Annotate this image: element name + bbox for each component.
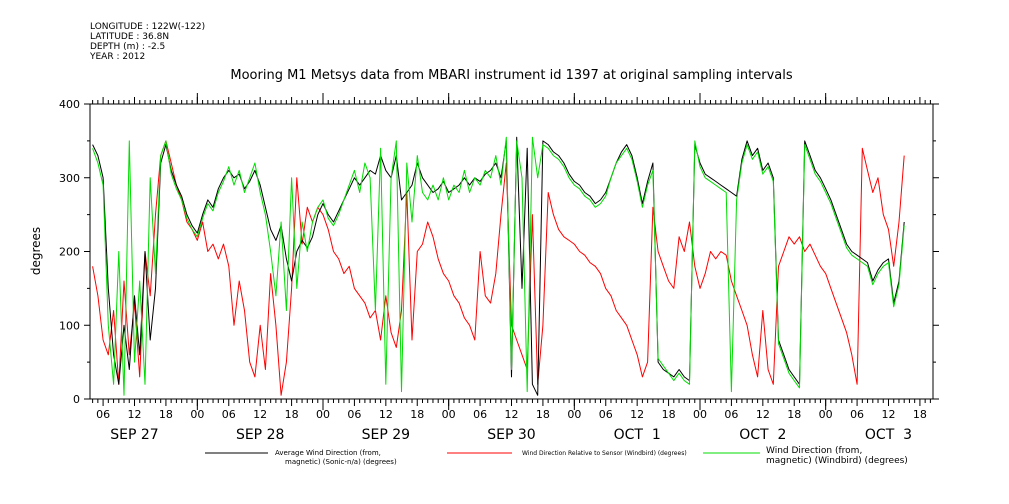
x-hour-label: 00 — [442, 408, 456, 421]
x-hour-label: 18 — [536, 408, 550, 421]
series-line-2 — [92, 140, 905, 396]
x-hour-label: 00 — [190, 408, 204, 421]
x-day-label: OCT 1 — [614, 427, 661, 443]
x-hour-label: 00 — [819, 408, 833, 421]
x-hour-label: 12 — [881, 408, 895, 421]
x-hour-label: 18 — [159, 408, 173, 421]
x-hour-label: 18 — [787, 408, 801, 421]
depth-text: DEPTH (m) : -2.5 — [90, 42, 166, 52]
x-day-label: SEP 29 — [362, 427, 410, 443]
x-hour-label: 06 — [724, 408, 738, 421]
legend-label-3-line2: magnetic) (Windbird) (degrees) — [766, 456, 908, 466]
legend-label-2: Wind Direction Relative to Sensor (Windb… — [522, 450, 687, 457]
y-tick-label: 100 — [59, 319, 80, 332]
x-hour-label: 18 — [662, 408, 676, 421]
x-day-label: OCT 3 — [865, 427, 912, 443]
x-hour-label: 18 — [913, 408, 927, 421]
x-hour-label: 06 — [347, 408, 361, 421]
year-text: YEAR : 2012 — [90, 52, 146, 62]
longitude-text: LONGITUDE : 122W(-122) — [90, 22, 206, 32]
metadata-block: LONGITUDE : 122W(-122) LATITUDE : 36.8N … — [90, 22, 205, 62]
x-hour-label: 06 — [96, 408, 110, 421]
series-layer — [92, 136, 905, 396]
x-hour-label: 18 — [410, 408, 424, 421]
y-tick-label: 300 — [59, 172, 80, 185]
legend: Average Wind Direction (from,magnetic) (… — [205, 446, 908, 466]
chart-title: Mooring M1 Metsys data from MBARI instru… — [230, 68, 793, 83]
x-hour-label: 12 — [253, 408, 267, 421]
x-hour-label: 00 — [316, 408, 330, 421]
x-hour-label: 12 — [379, 408, 393, 421]
x-hour-label: 06 — [473, 408, 487, 421]
x-hour-label: 06 — [222, 408, 236, 421]
x-day-label: SEP 28 — [236, 427, 284, 443]
x-hour-label: 12 — [756, 408, 770, 421]
x-hour-label: 18 — [285, 408, 299, 421]
legend-label-1: Average Wind Direction (from, — [275, 449, 381, 457]
y-axis-label: degrees — [29, 227, 43, 275]
y-tick-label: 0 — [73, 393, 80, 406]
x-hour-label: 00 — [567, 408, 581, 421]
x-hour-label: 12 — [630, 408, 644, 421]
legend-label-1-line2: magnetic) (Sonic-n/a) (degrees) — [285, 458, 397, 466]
x-tick-labels: 06 12 18 00 06 12 18 00 06 12 18 00 06 12 18 00 06 12 18 00… — [96, 408, 927, 443]
x-hour-label: 06 — [850, 408, 864, 421]
series-line-1 — [92, 136, 905, 396]
x-day-label: SEP 30 — [487, 427, 535, 443]
series-line-3 — [92, 136, 905, 396]
y-tick-label: 200 — [59, 246, 80, 259]
y-tick-label: 400 — [59, 98, 80, 111]
legend-label-3: Wind Direction (from, — [766, 446, 862, 456]
x-hour-label: 12 — [128, 408, 142, 421]
x-hour-label: 00 — [693, 408, 707, 421]
y-tick-labels: 0 100 200 300 400 — [59, 98, 80, 406]
x-day-label: OCT 2 — [739, 427, 786, 443]
latitude-text: LATITUDE : 36.8N — [90, 32, 170, 42]
plot-frame — [89, 103, 934, 400]
x-day-label: SEP 27 — [110, 427, 158, 443]
x-hour-label: 06 — [599, 408, 613, 421]
x-hour-label: 12 — [505, 408, 519, 421]
